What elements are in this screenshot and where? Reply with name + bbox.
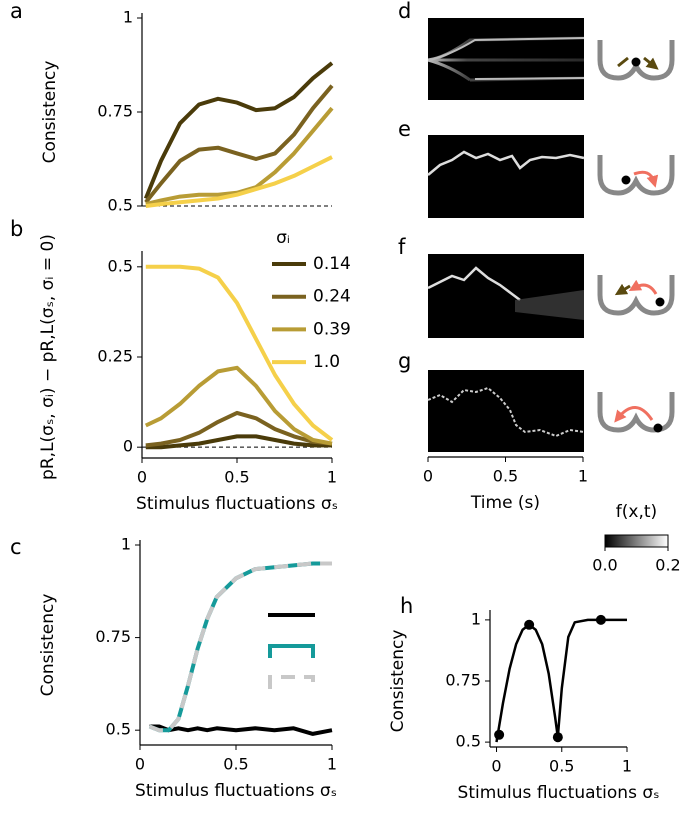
legend-swatch — [268, 644, 315, 658]
legend-label: 0.39 — [313, 319, 351, 339]
well-icons — [597, 40, 675, 433]
series-line — [144, 365, 333, 446]
legend-label: 0.14 — [313, 254, 351, 274]
panel-label: h — [400, 594, 413, 618]
y-tick-label: 0.75 — [97, 102, 133, 121]
x-tick-label: 1 — [578, 467, 588, 486]
panel-label: d — [398, 0, 411, 23]
x-tick-label: 1 — [327, 468, 337, 487]
x-tick-label: 1 — [327, 755, 337, 774]
legend-label: 1.0 — [313, 352, 340, 372]
y-tick-label: 0.5 — [106, 720, 131, 739]
y-axis-label: Consistency — [40, 61, 60, 164]
y-axis-label: pR,L(σₛ, σᵢ) − pR,L(σₛ, σᵢ = 0) — [38, 234, 58, 480]
x-axis-label: Stimulus fluctuations σₛ — [136, 494, 338, 514]
panel-label: b — [10, 217, 23, 241]
series-line — [144, 84, 334, 204]
x-tick-label: 0.5 — [223, 755, 248, 774]
y-tick-label: 0.25 — [97, 347, 133, 366]
y-tick-label: 0.5 — [108, 256, 133, 275]
series-line — [148, 561, 332, 733]
well-markers — [614, 56, 665, 433]
y-tick-label: 0.75 — [95, 627, 131, 646]
legend-label: 0.24 — [313, 287, 351, 307]
colorbar — [604, 534, 669, 548]
x-axis-label: Stimulus fluctuations σₛ — [458, 783, 660, 803]
series-line — [143, 61, 334, 200]
x-axis-label: Time (s) — [470, 493, 540, 513]
x-tick-label: 0.5 — [493, 467, 518, 486]
x-tick-label: 0.5 — [549, 757, 574, 776]
series-line — [145, 434, 332, 450]
y-tick-label: 0.5 — [108, 196, 133, 215]
x-tick-label: 1 — [622, 757, 632, 776]
x-tick-label: 0 — [423, 467, 433, 486]
series-line — [495, 618, 627, 743]
panel-label: e — [398, 117, 411, 141]
legend-title: σᵢ — [276, 228, 290, 248]
panel-label: c — [10, 535, 22, 559]
y-tick-label: 0.75 — [445, 671, 481, 690]
y-tick-label: 0.5 — [456, 732, 481, 751]
data-point — [524, 619, 535, 630]
y-tick-label: 1 — [123, 8, 133, 27]
panel-label: g — [398, 349, 411, 373]
y-axis-label: Consistency — [38, 594, 58, 697]
colorbar-tick-label: 0.2 — [655, 556, 680, 575]
legend-swatch — [268, 675, 315, 689]
y-tick-label: 1 — [121, 535, 131, 554]
heatmap-images — [427, 18, 585, 452]
series-line — [149, 724, 333, 736]
data-point — [595, 614, 606, 625]
y-tick-label: 1 — [471, 609, 481, 628]
x-tick-label: 0 — [491, 757, 501, 776]
colorbar-label: f(x,t) — [616, 502, 657, 522]
data-point — [494, 729, 505, 740]
panel-label: f — [398, 235, 406, 259]
y-axis-label: Consistency — [388, 630, 408, 733]
x-tick-label: 0 — [137, 468, 147, 487]
x-tick-label: 0.5 — [224, 468, 249, 487]
x-tick-label: 0 — [135, 755, 145, 774]
series-line — [145, 264, 334, 442]
series-line — [145, 410, 333, 448]
x-axis-label: Stimulus fluctuations σₛ — [135, 781, 337, 801]
data-point — [552, 732, 563, 743]
panel-label: a — [10, 0, 23, 23]
series-line — [145, 155, 333, 208]
colorbar-tick-label: 0.0 — [592, 556, 617, 575]
y-tick-label: 0 — [123, 437, 133, 456]
